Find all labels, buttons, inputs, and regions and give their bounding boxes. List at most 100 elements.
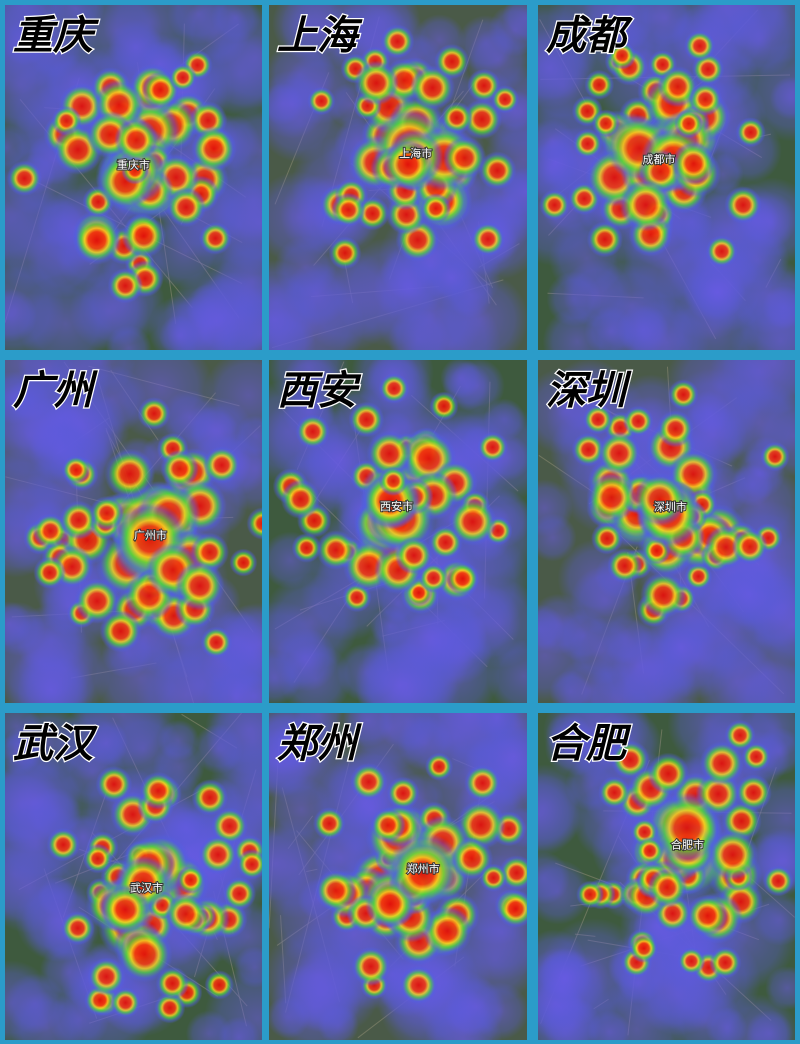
- haze: [209, 238, 262, 325]
- district-label: 广州市: [134, 528, 167, 542]
- haze: [269, 825, 314, 902]
- district-label: 合肥市: [671, 838, 704, 852]
- heat-spot: [424, 752, 454, 781]
- heat-spot: [312, 807, 346, 841]
- heat-spot: [606, 547, 643, 584]
- heat-spot: [314, 869, 357, 912]
- heat-spot: [74, 578, 120, 624]
- haze: [538, 513, 577, 562]
- heat-spot: [461, 99, 503, 140]
- heat-spot: [61, 455, 91, 485]
- heat-spot: [191, 779, 229, 816]
- heat-spot: [429, 391, 459, 421]
- haze: [538, 28, 590, 109]
- heat-spot: [168, 63, 198, 92]
- haze: [269, 922, 373, 1031]
- heat-spot: [82, 843, 113, 874]
- haze: [10, 991, 84, 1040]
- heat-spot: [478, 151, 517, 190]
- heat-spot: [760, 441, 790, 472]
- heat-spot: [656, 410, 695, 448]
- heat-spot: [200, 626, 233, 659]
- city-title: 上海: [277, 13, 363, 59]
- heat-spot: [366, 430, 413, 477]
- haze: [5, 124, 30, 171]
- haze: [217, 602, 262, 687]
- heat-spot: [731, 528, 769, 565]
- haze: [6, 645, 95, 703]
- haze: [373, 252, 444, 323]
- heat-spot: [99, 609, 143, 653]
- heat-spot: [709, 946, 742, 979]
- heat-spot: [477, 431, 509, 463]
- heat-spot: [349, 762, 388, 801]
- haze: [705, 1006, 748, 1040]
- haze: [5, 601, 32, 647]
- heat-spot: [95, 765, 133, 803]
- heat-spot: [539, 189, 571, 221]
- haze: [581, 5, 657, 53]
- heat-spot: [688, 82, 723, 117]
- haze: [753, 893, 795, 946]
- heat-spot: [584, 69, 615, 100]
- haze: [440, 360, 482, 399]
- heat-spot: [724, 719, 756, 751]
- haze: [159, 314, 201, 350]
- heat-spot: [204, 970, 235, 1000]
- heat-spot: [597, 431, 642, 476]
- heat-spot: [735, 774, 772, 811]
- heat-spot: [331, 192, 366, 228]
- haze: [538, 118, 575, 163]
- heat-spot: [33, 556, 67, 590]
- haze: [538, 950, 593, 1008]
- heat-spot: [490, 85, 520, 114]
- heat-spot: [295, 414, 331, 449]
- heat-spot: [586, 221, 624, 258]
- heat-spot: [280, 479, 321, 520]
- heat-spot: [198, 221, 232, 255]
- haze: [542, 307, 612, 350]
- heat-spot: [657, 66, 699, 108]
- heat-spot: [735, 117, 766, 148]
- heat-spot: [190, 125, 237, 172]
- heat-spot: [683, 30, 716, 62]
- heat-spot: [348, 401, 385, 438]
- heat-spot: [442, 136, 487, 180]
- haze: [752, 584, 795, 665]
- heat-spot: [629, 933, 659, 964]
- haze: [5, 797, 81, 886]
- heat-spot: [647, 867, 688, 908]
- heat-spot: [353, 60, 399, 106]
- city-title: 成都: [546, 13, 633, 59]
- heat-spot: [571, 432, 606, 467]
- heat-spot: [741, 742, 771, 772]
- heat-spot: [176, 865, 206, 895]
- heat-spot: [164, 893, 207, 936]
- city-title: 深圳: [546, 368, 632, 414]
- haze: [746, 1009, 794, 1040]
- heat-spot: [87, 957, 126, 996]
- heat-spot: [386, 776, 420, 810]
- heat-spot: [399, 965, 438, 1005]
- haze: [105, 325, 152, 350]
- heat-spot: [699, 741, 745, 786]
- haze: [193, 723, 244, 774]
- heat-spot: [651, 792, 723, 864]
- haze: [135, 645, 235, 703]
- heat-spot: [390, 841, 455, 906]
- heat-spot: [137, 397, 171, 431]
- heat-spot: [378, 466, 409, 497]
- heat-spot: [6, 160, 43, 197]
- haze: [5, 382, 83, 488]
- heat-spot: [420, 193, 452, 225]
- heat-spot: [104, 448, 156, 500]
- district-label: 成都市: [643, 152, 676, 166]
- haze: [269, 274, 320, 350]
- heat-spot: [351, 946, 391, 987]
- heat-spot: [464, 764, 502, 802]
- heat-spot: [380, 24, 415, 59]
- heat-spot: [394, 536, 434, 575]
